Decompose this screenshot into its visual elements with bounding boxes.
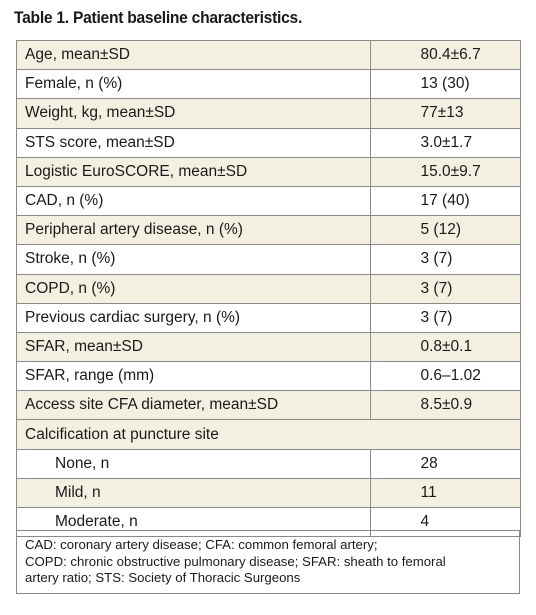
row-label: SFAR, mean±SD: [16, 331, 371, 363]
table-row: Age, mean±SD 80.4±6.7: [16, 39, 521, 71]
table-row: Female, n (%) 13 (30): [16, 69, 521, 100]
table-row: Peripheral artery disease, n (%) 5 (12): [16, 215, 521, 246]
row-value: 0.6–1.02: [420, 367, 481, 385]
row-value: 15.0±9.7: [420, 162, 481, 180]
row-value: 3 (7): [420, 279, 453, 297]
row-label: STS score, mean±SD: [16, 127, 371, 158]
calcification-heading: Calcification at puncture site: [16, 419, 521, 450]
table-row: COPD, n (%) 3 (7): [16, 273, 521, 304]
baseline-characteristics-table: Age, mean±SD 80.4±6.7 Female, n (%) 13 (…: [16, 39, 521, 538]
table-row: Logistic EuroSCORE, mean±SD 15.0±9.7: [16, 156, 521, 187]
row-value: 77±13: [420, 104, 464, 122]
table-row: Moderate, n 4: [16, 506, 521, 538]
row-value: 3.0±1.7: [420, 133, 473, 151]
table-caption: Table 1. Patient baseline characteristic…: [14, 8, 303, 27]
row-value: 13 (30): [420, 75, 470, 93]
row-label: Female, n (%): [16, 69, 371, 100]
row-value: 17 (40): [420, 192, 470, 210]
row-value: 0.8±0.1: [420, 337, 473, 355]
footnote-line: artery ratio; STS: Society of Thoracic S…: [25, 570, 301, 585]
row-label: CAD, n (%): [16, 185, 371, 217]
table-row: Stroke, n (%) 3 (7): [16, 244, 521, 275]
row-label: Peripheral artery disease, n (%): [16, 215, 371, 246]
table-footnote: CAD: coronary artery disease; CFA: commo…: [16, 530, 520, 594]
row-value: 5 (12): [420, 221, 462, 239]
row-label: Weight, kg, mean±SD: [16, 98, 371, 129]
table-row: Previous cardiac surgery, n (%) 3 (7): [16, 302, 521, 333]
row-value: 8.5±0.9: [420, 396, 473, 414]
table-row: None, n 28: [16, 448, 521, 479]
row-value: 28: [420, 454, 438, 472]
calcification-heading-row: Calcification at puncture site: [16, 419, 521, 450]
row-label: Logistic EuroSCORE, mean±SD: [16, 156, 371, 187]
table-row: SFAR, range (mm) 0.6–1.02: [16, 361, 521, 392]
row-label: Stroke, n (%): [16, 244, 371, 275]
table-row: CAD, n (%) 17 (40): [16, 185, 521, 217]
row-label: Age, mean±SD: [16, 39, 371, 71]
table-row: Access site CFA diameter, mean±SD 8.5±0.…: [16, 390, 521, 421]
table-row: Weight, kg, mean±SD 77±13: [16, 98, 521, 129]
table-row: STS score, mean±SD 3.0±1.7: [16, 127, 521, 158]
row-label: SFAR, range (mm): [16, 361, 371, 392]
row-label: Access site CFA diameter, mean±SD: [16, 390, 371, 421]
row-value: 4: [420, 513, 430, 531]
table-row: Mild, n 11: [16, 477, 521, 509]
table-row: SFAR, mean±SD 0.8±0.1: [16, 331, 521, 363]
row-value: 11: [420, 483, 437, 501]
row-value: 3 (7): [420, 308, 453, 326]
row-label: None, n: [16, 448, 371, 479]
row-label: COPD, n (%): [16, 273, 371, 304]
row-value: 3 (7): [420, 250, 453, 268]
row-label: Mild, n: [16, 477, 371, 509]
row-label: Previous cardiac surgery, n (%): [16, 302, 371, 333]
row-value: 80.4±6.7: [420, 46, 481, 64]
footnote-line: COPD: chronic obstructive pulmonary dise…: [25, 553, 446, 569]
row-label: Moderate, n: [16, 506, 371, 538]
footnote-line: CAD: coronary artery disease; CFA: commo…: [25, 537, 378, 552]
